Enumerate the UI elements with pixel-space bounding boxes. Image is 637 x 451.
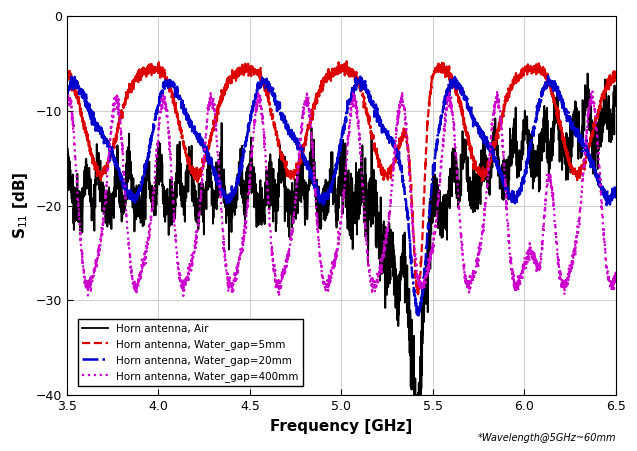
Horn antenna, Water_gap=20mm — [542, 83, 550, 88]
Line: Horn antenna, Water_gap=400mm: Horn antenna, Water_gap=400mm — [67, 91, 616, 296]
Horn antenna, Water_gap=400mm — [543, 192, 550, 197]
Horn antenna, Air — [297, 199, 305, 205]
Horn antenna, Water_gap=5mm — [158, 70, 166, 75]
Horn antenna, Water_gap=5mm — [612, 76, 620, 81]
Horn antenna, Air — [63, 165, 71, 170]
Horn antenna, Water_gap=20mm — [612, 189, 620, 195]
Horn antenna, Water_gap=5mm — [543, 73, 550, 78]
Horn antenna, Water_gap=400mm — [275, 294, 283, 299]
Horn antenna, Water_gap=400mm — [612, 276, 620, 281]
Horn antenna, Air — [125, 154, 133, 160]
Horn antenna, Air — [410, 392, 418, 398]
Horn antenna, Water_gap=5mm — [414, 291, 422, 297]
Legend: Horn antenna, Air, Horn antenna, Water_gap=5mm, Horn antenna, Water_gap=20mm, Ho: Horn antenna, Air, Horn antenna, Water_g… — [78, 319, 303, 386]
Horn antenna, Water_gap=20mm — [125, 192, 133, 198]
Horn antenna, Water_gap=5mm — [343, 59, 350, 64]
Horn antenna, Air — [158, 178, 166, 183]
Horn antenna, Water_gap=20mm — [602, 191, 610, 196]
X-axis label: Frequency [GHz]: Frequency [GHz] — [270, 419, 413, 433]
Horn antenna, Water_gap=20mm — [274, 103, 282, 108]
Horn antenna, Water_gap=400mm — [158, 100, 166, 106]
Y-axis label: S$_{11}$ [dB]: S$_{11}$ [dB] — [11, 172, 30, 239]
Line: Horn antenna, Air: Horn antenna, Air — [67, 74, 616, 395]
Horn antenna, Water_gap=20mm — [544, 73, 552, 78]
Horn antenna, Water_gap=400mm — [274, 282, 282, 287]
Horn antenna, Water_gap=400mm — [602, 257, 610, 262]
Horn antenna, Water_gap=5mm — [63, 69, 71, 74]
Horn antenna, Water_gap=5mm — [125, 84, 133, 90]
Line: Horn antenna, Water_gap=5mm: Horn antenna, Water_gap=5mm — [67, 61, 616, 294]
Horn antenna, Water_gap=20mm — [158, 87, 166, 93]
Horn antenna, Air — [602, 107, 610, 112]
Horn antenna, Water_gap=20mm — [297, 148, 305, 153]
Horn antenna, Water_gap=400mm — [297, 127, 305, 133]
Horn antenna, Water_gap=20mm — [63, 88, 71, 93]
Horn antenna, Air — [612, 99, 620, 105]
Line: Horn antenna, Water_gap=20mm: Horn antenna, Water_gap=20mm — [67, 76, 616, 317]
Text: *Wavelength@5GHz~60mm: *Wavelength@5GHz~60mm — [478, 433, 616, 443]
Horn antenna, Water_gap=5mm — [602, 84, 610, 90]
Horn antenna, Air — [274, 191, 282, 197]
Horn antenna, Air — [542, 139, 550, 144]
Horn antenna, Water_gap=400mm — [125, 250, 133, 255]
Horn antenna, Water_gap=5mm — [297, 156, 305, 161]
Horn antenna, Water_gap=5mm — [274, 137, 282, 143]
Horn antenna, Water_gap=20mm — [413, 314, 421, 320]
Horn antenna, Air — [583, 71, 591, 76]
Horn antenna, Water_gap=400mm — [493, 88, 501, 93]
Horn antenna, Water_gap=400mm — [63, 102, 71, 107]
